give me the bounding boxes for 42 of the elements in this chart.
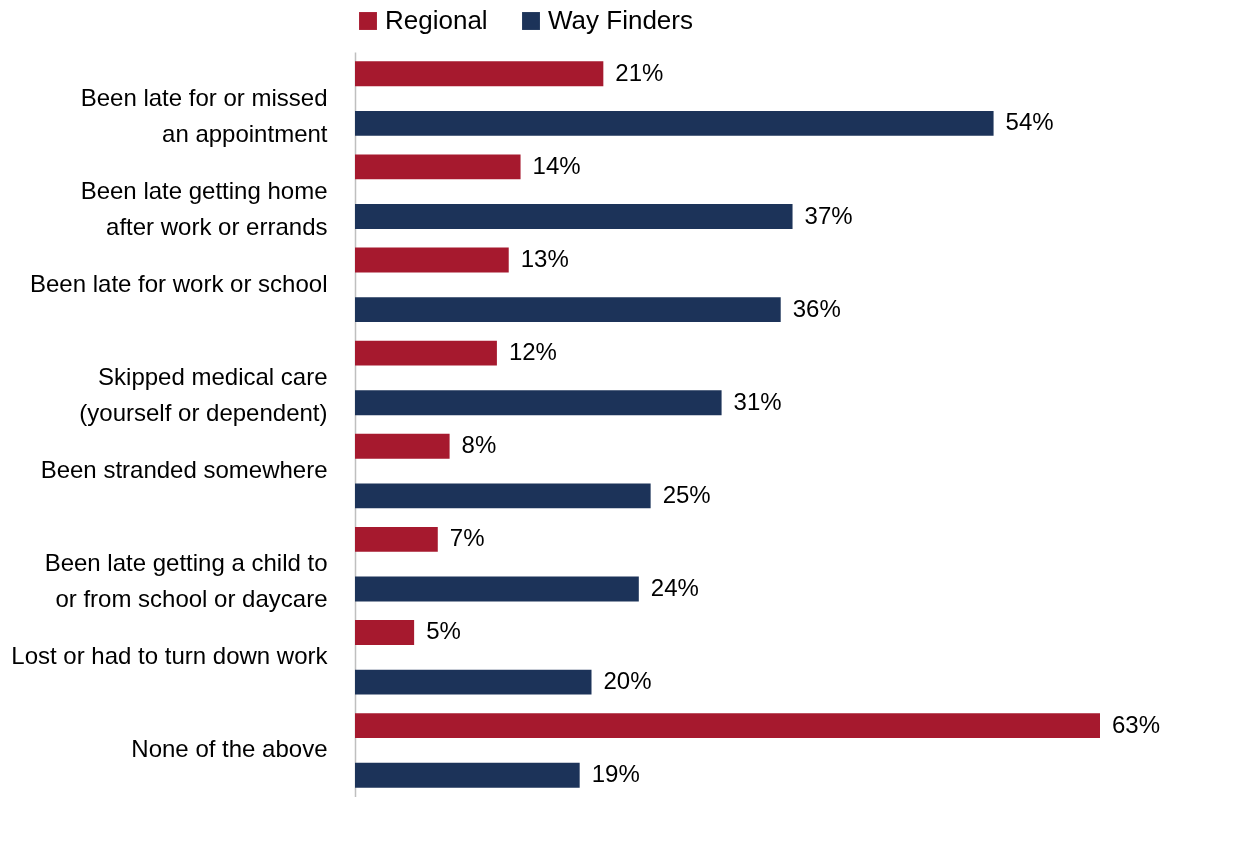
y-tick-label: Skipped medical care (yourself or dependent) <box>79 362 328 426</box>
data-label: 37% <box>804 201 853 229</box>
bar <box>355 61 604 87</box>
bar <box>355 762 580 788</box>
bar <box>355 713 1100 739</box>
data-label: 14% <box>532 151 581 179</box>
y-tick-label: Been late for work or school <box>30 269 328 297</box>
data-label: 63% <box>1112 710 1161 738</box>
data-label: 20% <box>603 667 652 695</box>
bar <box>355 576 639 602</box>
bar <box>355 340 497 366</box>
bar <box>355 110 994 136</box>
y-tick-label: Been late for or missed an appointment <box>80 83 328 147</box>
data-label: 25% <box>662 480 711 508</box>
data-label: 8% <box>461 431 497 459</box>
data-label: 19% <box>591 760 640 788</box>
data-label: 21% <box>615 58 664 86</box>
bar <box>355 483 651 509</box>
bar <box>355 297 781 323</box>
y-tick-label: None of the above <box>131 735 328 763</box>
data-label: 12% <box>508 338 557 366</box>
data-label: 31% <box>733 387 782 415</box>
bar <box>355 620 415 645</box>
bar <box>355 204 793 229</box>
bar <box>355 526 438 552</box>
bar <box>355 154 521 180</box>
data-label: 24% <box>650 574 699 602</box>
bar <box>355 390 722 416</box>
y-tick-label: Been stranded somewhere <box>40 456 328 484</box>
y-tick-label: Been late getting home after work or errands <box>80 176 328 240</box>
legend-label: Way Finders <box>548 5 693 35</box>
data-label: 13% <box>520 244 569 272</box>
data-label: 36% <box>792 294 841 322</box>
data-label: 54% <box>1005 108 1054 136</box>
bar <box>355 433 450 459</box>
y-tick-label: Lost or had to turn down work <box>11 642 329 670</box>
legend-label: Regional <box>385 5 488 35</box>
data-label: 5% <box>426 617 461 645</box>
bar <box>355 669 592 695</box>
bar <box>355 247 509 273</box>
y-tick-label: Been late getting a child to or from school or daycare <box>44 549 328 613</box>
data-label: 7% <box>449 524 485 552</box>
